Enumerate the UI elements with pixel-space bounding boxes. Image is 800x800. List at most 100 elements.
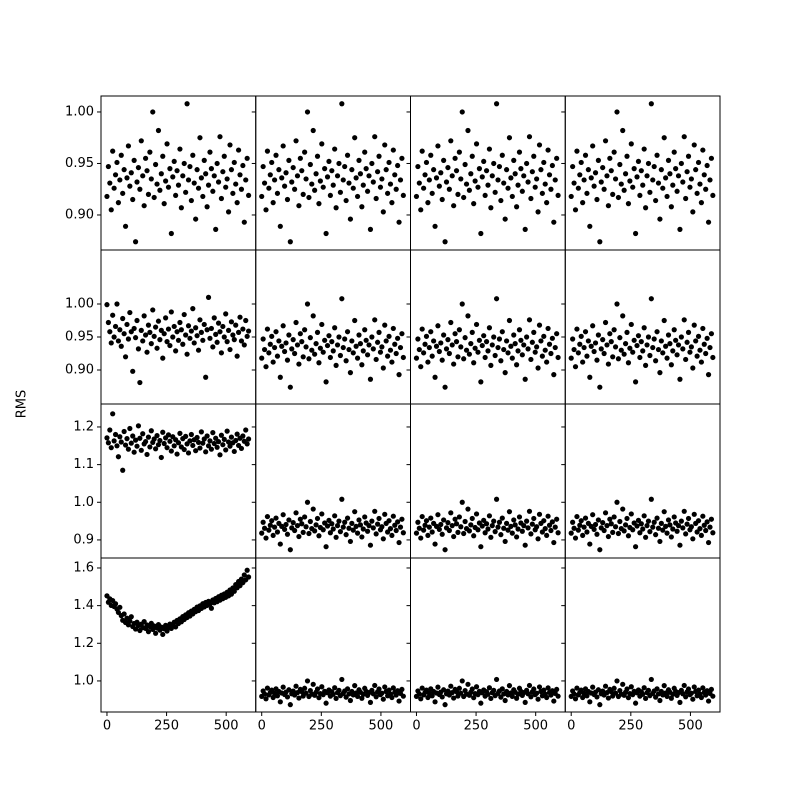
- data-point: [600, 520, 606, 526]
- data-point: [548, 527, 554, 534]
- data-point: [299, 168, 305, 174]
- data-point: [270, 359, 276, 365]
- data-point: [161, 201, 167, 207]
- data-point: [637, 530, 643, 536]
- data-point: [373, 694, 379, 700]
- data-point: [330, 526, 336, 532]
- data-point: [316, 201, 322, 207]
- data-point: [481, 333, 487, 339]
- data-point: [651, 519, 657, 525]
- data-point: [671, 327, 677, 333]
- data-point: [380, 536, 386, 542]
- data-point: [614, 499, 620, 505]
- data-point: [127, 425, 133, 432]
- data-point: [227, 443, 233, 449]
- data-point: [333, 534, 339, 540]
- data-point: [148, 341, 154, 347]
- data-point: [234, 353, 240, 359]
- data-point: [283, 340, 289, 346]
- data-point: [594, 357, 600, 363]
- y-tick-label: 0.95: [65, 330, 94, 345]
- data-point: [448, 510, 454, 516]
- data-point: [193, 216, 199, 222]
- data-point: [296, 361, 302, 367]
- data-point: [644, 342, 650, 348]
- data-point: [499, 515, 505, 521]
- data-point: [118, 439, 124, 445]
- data-point: [703, 692, 709, 698]
- data-point: [582, 152, 589, 158]
- data-point: [511, 517, 517, 523]
- data-point: [449, 173, 455, 179]
- data-point: [204, 327, 210, 333]
- data-point: [534, 524, 540, 530]
- data-point: [700, 325, 706, 332]
- data-point: [120, 315, 126, 322]
- data-point: [223, 447, 229, 453]
- data-point: [684, 521, 690, 527]
- data-point: [471, 360, 477, 366]
- data-point: [354, 530, 361, 536]
- data-point: [625, 533, 632, 539]
- data-point: [431, 167, 437, 173]
- data-point: [393, 186, 399, 192]
- data-point: [466, 528, 472, 534]
- data-point: [463, 347, 470, 353]
- data-point: [178, 205, 184, 211]
- data-point: [489, 173, 495, 179]
- data-point: [601, 350, 607, 357]
- data-point: [677, 542, 683, 548]
- data-point: [364, 188, 371, 194]
- data-point: [160, 631, 166, 638]
- data-point: [346, 346, 352, 353]
- data-point: [700, 147, 706, 153]
- data-point: [313, 171, 319, 177]
- data-point: [205, 182, 212, 188]
- data-point: [697, 526, 703, 532]
- data-point: [137, 379, 143, 386]
- data-point: [587, 541, 593, 547]
- data-point: [473, 684, 480, 690]
- data-point: [684, 339, 690, 345]
- data-point: [498, 532, 504, 538]
- data-point: [632, 700, 639, 706]
- data-point: [698, 359, 705, 365]
- data-point: [181, 446, 187, 453]
- data-point: [542, 347, 548, 353]
- data-point: [536, 511, 543, 517]
- data-point: [168, 230, 174, 237]
- data-point: [203, 449, 209, 455]
- data-point: [458, 344, 464, 350]
- data-point: [207, 335, 213, 341]
- data-point: [549, 519, 555, 525]
- data-point: [466, 351, 472, 357]
- data-point: [160, 153, 166, 159]
- data-point: [648, 496, 654, 502]
- data-point: [302, 514, 308, 520]
- data-point: [458, 524, 464, 530]
- data-point: [372, 682, 378, 689]
- data-point: [117, 604, 123, 610]
- data-point: [213, 435, 219, 441]
- data-point: [198, 329, 204, 335]
- data-point: [340, 177, 346, 183]
- data-point: [164, 445, 170, 451]
- data-point: [660, 185, 666, 191]
- x-tick-label: 0: [258, 719, 266, 734]
- data-point: [572, 207, 579, 213]
- data-point: [350, 527, 356, 533]
- data-point: [648, 676, 654, 683]
- data-point: [554, 686, 560, 693]
- data-point: [185, 323, 192, 329]
- data-point: [399, 516, 405, 522]
- data-point: [273, 515, 279, 521]
- data-point: [657, 216, 663, 222]
- data-point: [590, 684, 596, 690]
- data-point: [704, 162, 710, 169]
- data-point: [428, 152, 434, 158]
- data-point: [290, 337, 296, 343]
- data-point: [145, 629, 152, 635]
- data-point: [125, 143, 132, 149]
- data-point: [195, 347, 202, 353]
- data-point: [690, 536, 696, 542]
